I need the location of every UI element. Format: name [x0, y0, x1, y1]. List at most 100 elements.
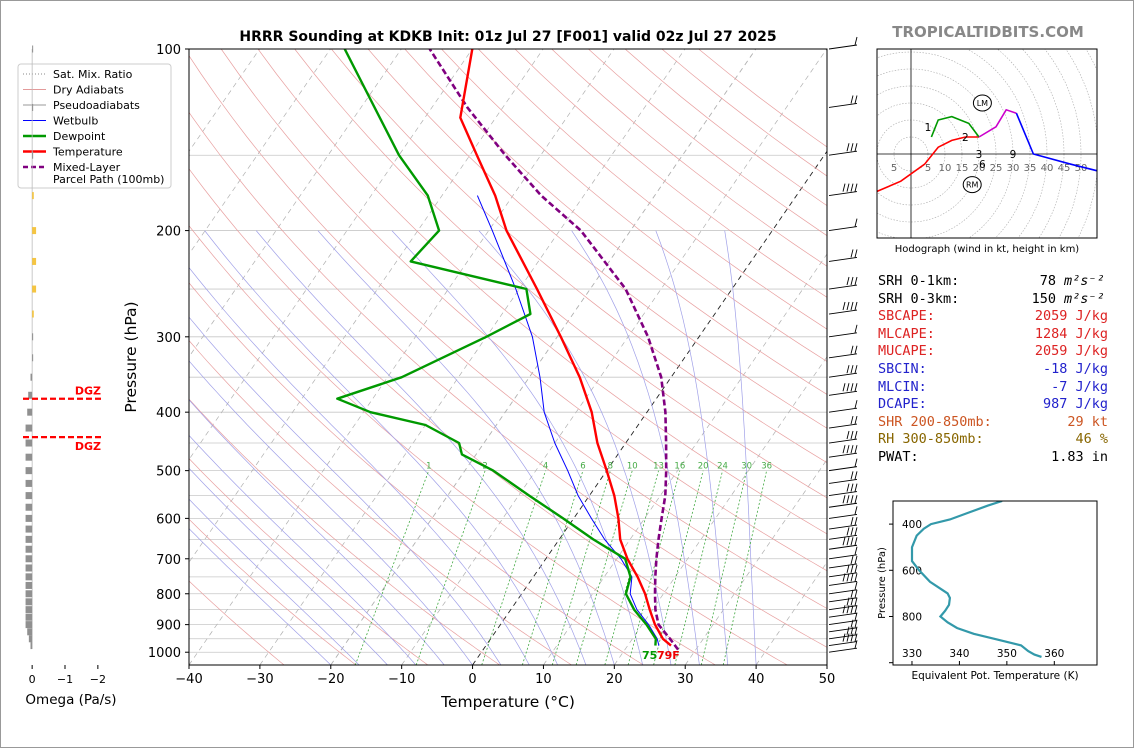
isotherm-line	[260, 49, 685, 665]
stat-label: MUCAPE:	[878, 343, 1002, 361]
hodograph-ring-label: 25	[990, 163, 1003, 174]
hodograph-frame	[877, 49, 1097, 238]
omega-bar	[26, 590, 33, 597]
omega-bar	[26, 621, 33, 628]
wind-barb	[829, 383, 857, 395]
stat-row: SBCIN:-18 J/kg	[878, 361, 1108, 379]
wind-barb	[829, 445, 857, 457]
omega-bar	[31, 642, 33, 649]
wetbulb-line	[477, 196, 659, 646]
hodograph-caption: Hodograph (wind in kt, height in km)	[895, 244, 1080, 255]
omega-bar	[26, 515, 33, 522]
wind-barb	[829, 400, 857, 412]
barb-staff	[829, 642, 857, 646]
wind-barb	[829, 277, 857, 289]
barb-staff	[829, 479, 857, 483]
hodograph-ring-label: 5	[891, 163, 897, 174]
barb-flag	[847, 302, 849, 310]
moist-adiabat	[479, 231, 671, 665]
theta-e-y-label: Pressure (hPa)	[877, 547, 888, 619]
y-tick-label: 300	[156, 331, 181, 346]
barb-staff	[829, 227, 857, 231]
dgz-label: DGZ	[75, 385, 101, 398]
y-tick-label: 600	[156, 512, 181, 527]
mix-ratio-label: 13	[653, 462, 664, 472]
wind-barb	[829, 613, 857, 625]
legend-label: Dewpoint	[53, 130, 106, 143]
stat-row: PWAT:1.83 in	[878, 449, 1108, 467]
barb-flag	[851, 431, 853, 439]
barb-staff	[829, 391, 857, 395]
stat-label: MLCIN:	[878, 379, 1002, 397]
barb-staff	[829, 333, 857, 337]
mix-ratio-label: 36	[761, 462, 772, 472]
theta-e-x-tick-label: 360	[1044, 648, 1064, 660]
barb-flag	[855, 325, 857, 333]
wind-barb	[829, 346, 857, 358]
stat-label: SBCIN:	[878, 361, 1002, 379]
wind-barb	[829, 506, 857, 518]
hodograph-height-label: 2	[962, 132, 969, 144]
barb-flag	[843, 537, 845, 545]
mix-ratio-label: 20	[698, 462, 709, 472]
barb-staff	[829, 45, 857, 49]
skewt-frame	[189, 49, 827, 665]
barb-flag	[851, 495, 853, 503]
barb-flag	[847, 495, 849, 503]
barb-flag	[855, 400, 857, 408]
x-tick-label: 30	[677, 672, 694, 687]
stat-value: 78	[1002, 273, 1056, 291]
omega-bar	[26, 526, 33, 533]
wind-barb	[829, 249, 857, 261]
surface-dewpoint-label: 75	[642, 649, 657, 662]
barb-flag	[851, 277, 853, 285]
barb-staff	[829, 285, 857, 289]
stat-row: DCAPE:987 J/kg	[878, 396, 1108, 414]
wind-barb	[829, 517, 857, 529]
barb-flag	[851, 537, 853, 545]
wind-barb	[829, 37, 857, 49]
omega-bar	[32, 104, 33, 111]
barb-flag	[855, 471, 857, 479]
mix-ratio-line	[552, 471, 610, 665]
wind-barb	[829, 620, 857, 632]
mix-ratio-label: 24	[717, 462, 728, 472]
omega-bar	[26, 480, 33, 487]
y-tick-label: 200	[156, 225, 181, 240]
stat-label: SBCAPE:	[878, 308, 1002, 326]
omega-bar	[26, 425, 33, 432]
barb-staff	[829, 408, 857, 412]
omega-bar	[32, 227, 36, 234]
barb-staff	[829, 354, 857, 358]
barb-flag	[851, 249, 853, 257]
stat-label: SRH 0-3km:	[878, 291, 1002, 309]
legend-label-line: Parcel Path (100mb)	[53, 173, 164, 186]
barb-flag	[847, 605, 849, 613]
barb-flag	[847, 537, 849, 545]
omega-bar	[26, 440, 33, 447]
y-tick-label: 1000	[148, 646, 181, 661]
mix-ratio-label: 16	[674, 462, 685, 472]
barb-flag	[855, 573, 857, 581]
stat-label: MLCAPE:	[878, 326, 1002, 344]
x-tick-label: 10	[535, 672, 552, 687]
dry-adiabat	[111, 49, 787, 665]
theta-e-x-tick-label: 350	[997, 648, 1017, 660]
barb-flag	[851, 517, 853, 525]
x-tick-label: −10	[388, 672, 415, 687]
omega-bar	[32, 46, 33, 53]
barb-flag	[855, 590, 857, 598]
hodograph-ring-label: 5	[925, 163, 931, 174]
wind-barb	[829, 365, 857, 377]
theta-e-x-label: Equivalent Pot. Temperature (K)	[911, 670, 1078, 682]
x-tick-label: −20	[317, 672, 344, 687]
wind-barb	[829, 219, 857, 231]
hodograph-trace	[931, 117, 979, 137]
moist-adiabat	[91, 231, 473, 665]
barb-flag	[855, 582, 857, 590]
theta-e-line	[912, 501, 1042, 657]
omega-bar	[26, 536, 33, 543]
